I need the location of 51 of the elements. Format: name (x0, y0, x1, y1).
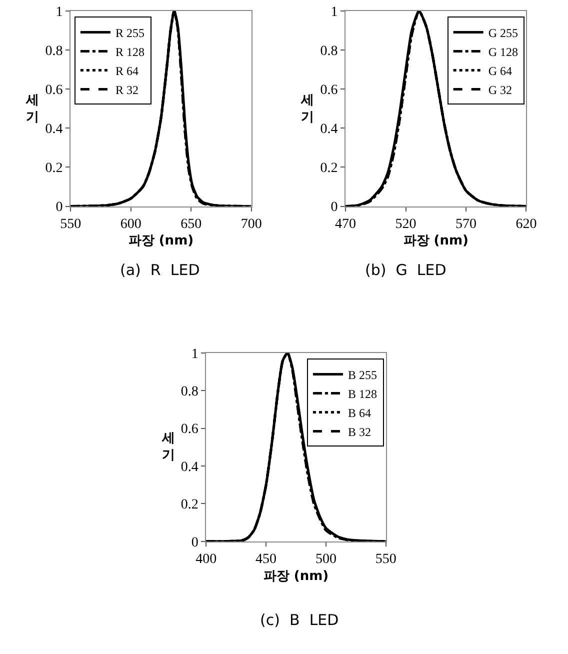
y-tick-label: 0 (56, 200, 63, 216)
text: (c) B LED (260, 611, 339, 629)
y-tick-label: 0.2 (320, 161, 338, 176)
y-tick-label: 0.4 (45, 122, 63, 138)
y-tick-label: 0.4 (320, 122, 338, 138)
x-tick-label: 700 (240, 217, 262, 232)
y-tick-label: 0.8 (320, 44, 338, 59)
x-tick-label: 620 (516, 217, 537, 232)
x-tick-label: 550 (375, 552, 396, 568)
y-tick-label: 0.8 (45, 44, 63, 59)
y-tick-label: 0 (330, 200, 338, 216)
x-axis-title: 파장 (nm) (128, 234, 194, 249)
text: (b) G LED (365, 261, 446, 279)
legend-label: R 255 (115, 26, 144, 40)
legend-label: G 128 (488, 44, 518, 59)
text: (a) R LED (120, 261, 200, 279)
y-tick-label: 1 (56, 4, 63, 20)
y-tick-label: 1 (330, 4, 338, 20)
legend-label: R 64 (115, 64, 138, 78)
y-axis-title: 세기 (25, 93, 39, 125)
y-tick-label: 0.6 (320, 82, 338, 98)
x-tick-label: 500 (315, 552, 336, 568)
y-axis-title: 세기 (300, 93, 314, 125)
x-tick-label: 450 (256, 552, 277, 568)
legend-label: B 255 (348, 368, 377, 382)
legend-label: B 32 (348, 424, 371, 439)
x-tick-label: 550 (60, 217, 82, 232)
y-axis-title: 세기 (161, 431, 175, 463)
x-axis-title: 파장 (nm) (263, 568, 329, 584)
legend-label: G 32 (488, 82, 512, 97)
y-tick-label: 0.2 (45, 161, 63, 176)
x-tick-label: 570 (456, 217, 476, 232)
y-tick-label: 0.6 (180, 422, 198, 438)
legend-label: B 64 (348, 406, 371, 420)
legend-label: R 32 (115, 82, 138, 97)
legend-label: G 255 (488, 26, 518, 40)
legend-label: B 128 (348, 386, 377, 401)
x-tick-label: 470 (335, 217, 356, 232)
y-tick-label: 0.6 (45, 82, 63, 98)
y-tick-label: 0 (191, 535, 198, 550)
y-tick-label: 0.4 (180, 460, 198, 475)
legend-label: G 64 (488, 64, 512, 78)
x-axis-title: 파장 (nm) (403, 234, 468, 249)
x-tick-label: 600 (120, 217, 142, 232)
y-tick-label: 0.2 (180, 498, 198, 513)
y-tick-label: 0.8 (180, 384, 198, 400)
x-tick-label: 650 (180, 217, 202, 232)
legend-label: R 128 (115, 44, 144, 59)
x-tick-label: 520 (395, 217, 416, 232)
y-tick-label: 1 (191, 346, 198, 362)
x-tick-label: 400 (196, 552, 217, 568)
